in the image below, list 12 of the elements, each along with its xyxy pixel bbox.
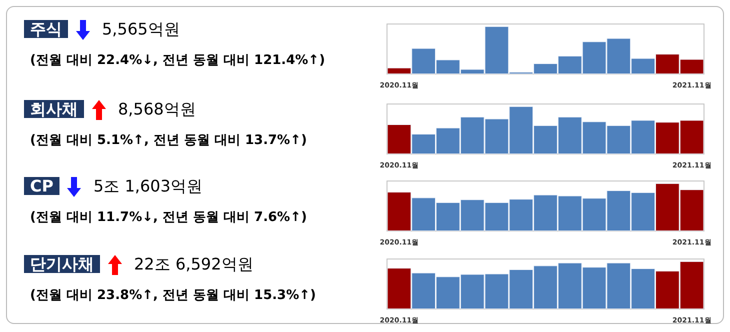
text: 5,565억원 <box>102 20 180 38</box>
text: CP <box>30 176 54 196</box>
text: 5조 1,603억원 <box>93 176 203 196</box>
text: (전월 대비 11.7%↓, 전년 동월 대비 7.6%↑) <box>30 210 307 225</box>
text: (전월 대비 5.1%↑, 전년 동월 대비 13.7%↑) <box>30 133 307 148</box>
text: 22조 6,592억원 <box>134 254 254 274</box>
text: 주식 <box>30 20 62 38</box>
text: (전월 대비 22.4%↓, 전년 동월 대비 121.4%↑) <box>30 53 326 68</box>
text: 8,568억원 <box>118 100 196 118</box>
text: 회사채 <box>30 100 78 118</box>
text: (전월 대비 23.8%↑, 전년 동월 대비 15.3%↑) <box>30 288 316 303</box>
text: 단기사채 <box>30 254 94 274</box>
